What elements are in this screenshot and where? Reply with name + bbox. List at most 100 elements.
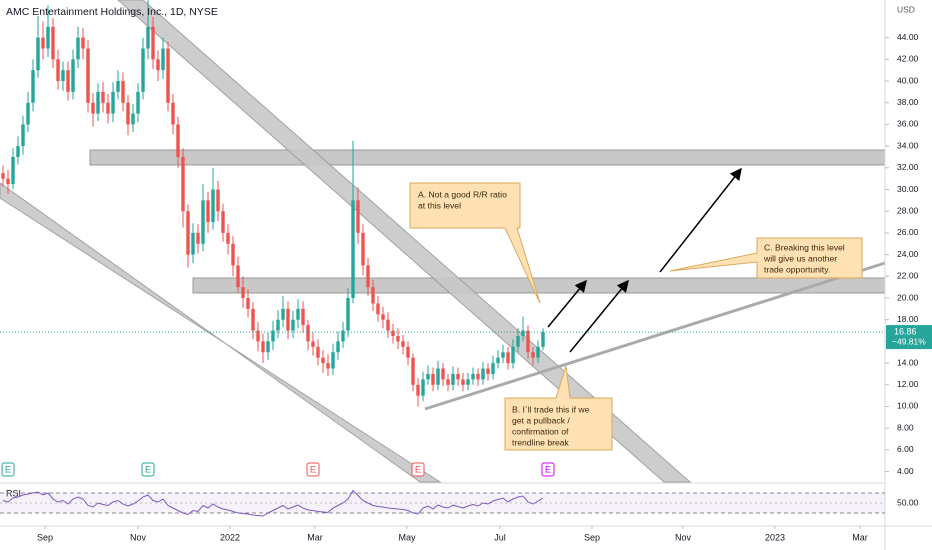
x-tick-label: Sep xyxy=(37,532,53,542)
candle-body xyxy=(426,373,430,380)
candle-body xyxy=(16,146,20,157)
candle-body xyxy=(311,341,315,347)
candle-body xyxy=(291,319,295,331)
callout-box xyxy=(409,182,541,304)
y-tick-label: 38.00 xyxy=(897,97,919,107)
chart-title: AMC Entertainment Holdings, Inc., 1D, NY… xyxy=(6,6,218,18)
x-tick-label: Nov xyxy=(130,532,147,542)
candle-body xyxy=(386,319,390,331)
note-line: at this level xyxy=(418,200,461,210)
candle-body xyxy=(486,368,490,374)
candle-body xyxy=(216,189,220,212)
candle-body xyxy=(381,314,385,320)
candle-body xyxy=(96,91,100,114)
candle-body xyxy=(421,379,425,396)
candle-body xyxy=(416,384,420,396)
candle-body xyxy=(176,124,180,157)
y-tick-label: 36.00 xyxy=(897,119,919,129)
callout-box xyxy=(504,365,613,451)
candle-body xyxy=(166,48,170,103)
candle-body xyxy=(536,346,540,358)
callout: A. Not a good R/R ratio at this level xyxy=(409,182,541,304)
candle-body xyxy=(21,124,25,147)
y-tick-label: 4.00 xyxy=(897,466,914,476)
candle-body xyxy=(356,200,360,233)
channel-upper xyxy=(117,0,692,483)
candle-body xyxy=(431,373,435,385)
candle-body xyxy=(241,287,245,299)
candle-body xyxy=(396,335,400,342)
y-tick-label: 26.00 xyxy=(897,227,919,237)
y-tick-label: 14.00 xyxy=(897,357,919,367)
earnings-badge[interactable] xyxy=(541,462,555,477)
candle-body xyxy=(501,352,505,358)
candle-body xyxy=(436,368,440,385)
resistance-zone xyxy=(89,149,886,166)
rsi-line xyxy=(2,489,544,517)
candle-body xyxy=(251,308,255,331)
candle-body xyxy=(296,308,300,320)
candle-body xyxy=(66,70,70,92)
candle-body xyxy=(411,357,415,385)
note-line: C. Breaking this level xyxy=(764,242,845,252)
candle-body xyxy=(316,346,320,358)
y-tick-label: 18.00 xyxy=(897,314,919,324)
note-line: trade opportunity. xyxy=(764,264,830,274)
candle-body xyxy=(26,102,30,125)
candle-body xyxy=(401,341,405,347)
candle-body xyxy=(256,330,260,342)
candle-body xyxy=(6,178,10,185)
y-tick-label: 30.00 xyxy=(897,184,919,194)
candle-body xyxy=(116,81,120,92)
y-tick-label: 8.00 xyxy=(897,422,914,432)
x-tick-label: 2022 xyxy=(220,532,240,542)
x-tick-label: Sep xyxy=(584,532,600,542)
candle-body xyxy=(516,335,520,347)
candle-body xyxy=(341,330,345,342)
candle-body xyxy=(76,37,80,60)
candle-body xyxy=(476,373,480,380)
candle-body xyxy=(346,298,350,331)
note-line: A. Not a good R/R ratio xyxy=(418,189,507,199)
arrow xyxy=(547,279,587,328)
plot-area xyxy=(0,0,886,483)
candle-body xyxy=(171,102,175,125)
y-tick-label: 22.00 xyxy=(897,271,919,281)
note-line: B. I`ll trade this if we xyxy=(512,404,590,414)
candle-body xyxy=(526,330,530,353)
candle-body xyxy=(281,308,285,320)
earnings-badge[interactable] xyxy=(411,462,425,477)
last-price-label: 16.86 xyxy=(894,326,917,336)
x-tick-label: Mar xyxy=(307,532,323,542)
candle-body xyxy=(201,200,205,244)
earnings-badge[interactable] xyxy=(1,462,15,477)
candle-body xyxy=(366,265,370,288)
y-tick-label: 34.00 xyxy=(897,140,919,150)
candle-body xyxy=(146,26,150,49)
candle-body xyxy=(506,352,510,364)
candle-body xyxy=(186,211,190,255)
candle-body xyxy=(206,200,210,223)
candle-body xyxy=(371,287,375,304)
earnings-badge[interactable] xyxy=(306,462,320,477)
candle-body xyxy=(101,91,105,103)
note-line: get a pullback / xyxy=(512,415,570,425)
y-tick-label: 50.00 xyxy=(897,497,919,507)
candle-body xyxy=(541,332,545,347)
candle-body xyxy=(441,368,445,380)
candle-body xyxy=(456,373,460,380)
candle-body xyxy=(181,156,185,212)
candle-body xyxy=(261,341,265,353)
note-line: will give us another xyxy=(763,253,837,263)
earnings-badge[interactable] xyxy=(141,462,155,477)
y-tick-label: 32.00 xyxy=(897,162,919,172)
candle-body xyxy=(271,330,275,342)
arrow xyxy=(569,279,629,353)
candle-body xyxy=(71,59,75,92)
y-tick-label: 10.00 xyxy=(897,401,919,411)
candle-body xyxy=(161,48,165,71)
candle-body xyxy=(511,346,515,364)
callout: C. Breaking this level will give us anot… xyxy=(669,237,863,279)
candle-body xyxy=(331,352,335,369)
y-tick-label: 20.00 xyxy=(897,292,919,302)
